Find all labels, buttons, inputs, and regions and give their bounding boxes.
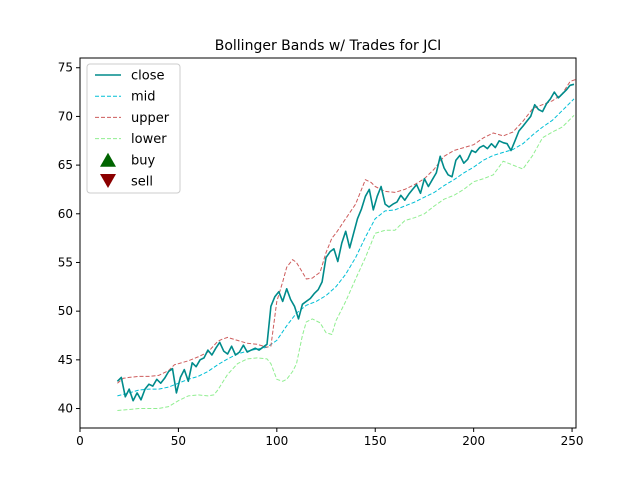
y-tick-label: 50 [58,304,73,318]
x-axis: 0 50 100 150 200 250 [76,428,584,448]
series-line-close [116,83,575,402]
legend-marker-buy [100,152,116,167]
series-line-mid [117,98,575,397]
y-tick-label: 60 [58,207,73,221]
x-tick-label: 50 [171,434,186,448]
y-tick-label: 40 [58,402,73,416]
x-tick-label: 250 [561,434,584,448]
legend-label-buy: buy [131,153,155,168]
x-tick-label: 100 [265,434,288,448]
legend-label-close: close [131,69,164,84]
legend-label-sell: sell [131,175,153,190]
chart-title: Bollinger Bands w/ Trades for JCI [215,38,442,54]
plot-frame [79,57,577,429]
y-tick-label: 65 [58,158,73,172]
y-tick-label: 45 [58,353,73,367]
x-tick-label: 200 [462,434,485,448]
y-tick-label: 70 [58,109,73,123]
y-axis: 40 45 50 55 60 65 70 75 [58,61,80,416]
legend-label-lower: lower [131,132,167,147]
series-line-upper [117,78,576,384]
legend-marker-sell [100,174,116,188]
x-tick-label: 0 [76,434,84,448]
y-tick-label: 55 [58,255,73,269]
x-tick-label: 150 [364,434,387,448]
legend-label-upper: upper [131,111,170,126]
legend-label-mid: mid [131,90,156,105]
series-layer [116,78,576,411]
legend: close mid upper lower buy sell [86,63,181,194]
y-tick-label: 75 [58,61,73,75]
series-line-lower [117,115,575,411]
